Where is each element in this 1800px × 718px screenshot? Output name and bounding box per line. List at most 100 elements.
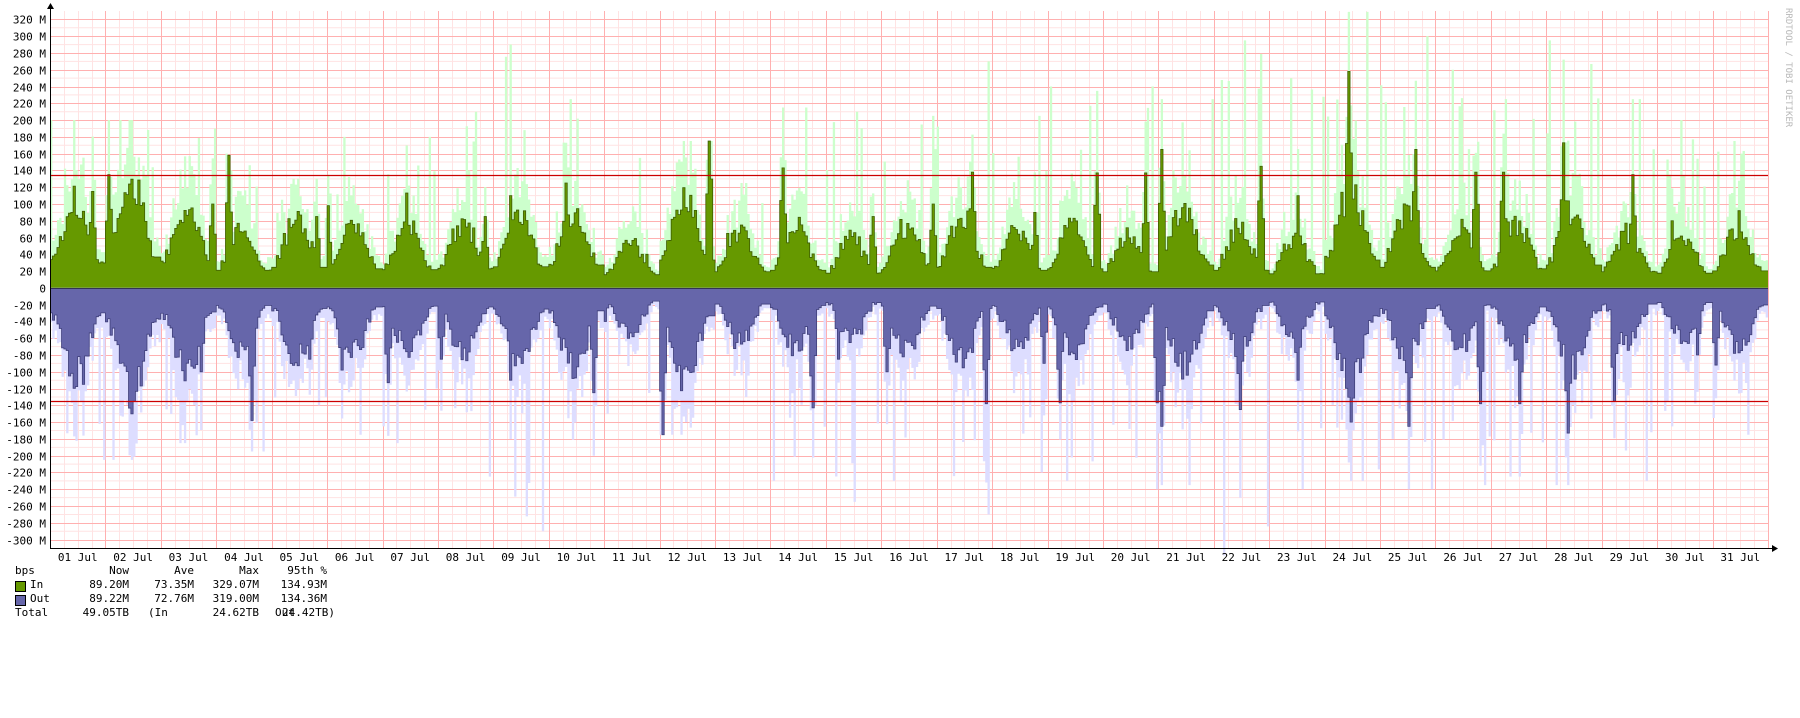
x-tick-label: 09 Jul <box>501 551 541 564</box>
legend-total-value: 49.05TB <box>82 606 129 619</box>
y-tick-label: -160 M <box>6 417 46 430</box>
traffic-areas <box>50 11 1768 556</box>
x-tick-label: 02 Jul <box>113 551 153 564</box>
x-tick-label: 25 Jul <box>1388 551 1428 564</box>
y-tick-label: 100 M <box>13 199 46 212</box>
y-tick-label: -180 M <box>6 434 46 447</box>
y-tick-label: -40 M <box>13 316 46 329</box>
x-tick-label: 20 Jul <box>1111 551 1151 564</box>
y-tick-label: 320 M <box>13 14 46 27</box>
legend-max-out: 319.00M <box>212 592 259 605</box>
legend-ave-out: 72.76M <box>154 592 194 605</box>
x-tick-label: 31 Jul <box>1720 551 1760 564</box>
y-tick-label: 160 M <box>13 149 46 162</box>
legend-header-row: bps Now Ave Max 95th % <box>15 564 327 578</box>
x-tick-label: 13 Jul <box>723 551 763 564</box>
y-axis-arrow <box>47 3 54 9</box>
x-tick-label: 18 Jul <box>1000 551 1040 564</box>
percentile-lines <box>50 174 1768 403</box>
series-in-avg-outline <box>50 71 1768 276</box>
y-tick-label: 240 M <box>13 82 46 95</box>
series-in-avg-area <box>50 71 1768 288</box>
legend-ave-in: 73.35M <box>154 578 194 591</box>
y-tick-label: -140 M <box>6 400 46 413</box>
x-tick-label: 06 Jul <box>335 551 375 564</box>
legend-total-out-label: Out <box>275 606 295 619</box>
y-tick-label: 220 M <box>13 98 46 111</box>
x-axis-arrow <box>1772 545 1778 552</box>
legend-header-95th: 95th % <box>287 564 327 577</box>
x-tick-label: 26 Jul <box>1443 551 1483 564</box>
x-tick-label: 05 Jul <box>280 551 320 564</box>
rrdtool-watermark: RRDTOOL / TOBI OETIKER <box>1783 8 1793 128</box>
legend-95th-out: 134.36M <box>280 592 327 605</box>
y-tick-label: -120 M <box>6 384 46 397</box>
y-tick-label: 40 M <box>20 249 47 262</box>
legend-total-in-value: 24.62TB <box>212 606 259 619</box>
traffic-chart: 320 M 300 M 280 M 260 M 240 M 220 M 200 M 180 M… <box>6 3 1793 564</box>
x-tick-label: 22 Jul <box>1222 551 1262 564</box>
y-tick-label: -100 M <box>6 367 46 380</box>
y-tick-label: 260 M <box>13 65 46 78</box>
legend: bps Now Ave Max 95th % In 89.20M 73.35M … <box>15 564 335 620</box>
x-tick-label: 14 Jul <box>778 551 818 564</box>
legend-header-max: Max <box>239 564 259 577</box>
x-tick-label: 11 Jul <box>612 551 652 564</box>
x-tick-label: 03 Jul <box>169 551 209 564</box>
x-tick-label: 19 Jul <box>1055 551 1095 564</box>
legend-now-in: 89.20M <box>89 578 129 591</box>
legend-95th-in: 134.93M <box>280 578 327 591</box>
legend-swatch-in <box>15 581 26 592</box>
x-tick-label: 04 Jul <box>224 551 264 564</box>
legend-name-in: In <box>30 578 44 591</box>
legend-total-row: Total 49.05TB (In 24.62TB Out 24.42TB) <box>15 606 335 620</box>
y-tick-label: 180 M <box>13 132 46 145</box>
y-tick-label: -220 M <box>6 467 46 480</box>
y-tick-label: -260 M <box>6 501 46 514</box>
y-tick-label: 280 M <box>13 48 46 61</box>
x-tick-label: 08 Jul <box>446 551 486 564</box>
legend-max-in: 329.07M <box>212 578 259 591</box>
y-tick-label: 80 M <box>20 216 47 229</box>
legend-now-out: 89.22M <box>89 592 129 605</box>
x-tick-label: 30 Jul <box>1665 551 1705 564</box>
legend-unit-label: bps <box>15 564 35 577</box>
y-tick-label: -240 M <box>6 484 46 497</box>
x-tick-label: 10 Jul <box>557 551 597 564</box>
legend-swatch-out <box>15 595 26 606</box>
y-tick-label: 140 M <box>13 165 46 178</box>
series-out-avg-outline <box>50 300 1768 436</box>
y-tick-label: -20 M <box>13 300 46 313</box>
y-tick-label: -200 M <box>6 451 46 464</box>
y-tick-label: -280 M <box>6 518 46 531</box>
legend-total-in-label: (In <box>148 606 168 619</box>
y-tick-label: 300 M <box>13 31 46 44</box>
y-tick-label: -80 M <box>13 350 46 363</box>
x-tick-label: 29 Jul <box>1610 551 1650 564</box>
x-tick-label: 01 Jul <box>58 551 98 564</box>
axes: 320 M 300 M 280 M 260 M 240 M 220 M 200 M 180 M… <box>6 3 1778 564</box>
x-tick-label: 15 Jul <box>834 551 874 564</box>
y-tick-label: 200 M <box>13 115 46 128</box>
x-tick-label: 12 Jul <box>667 551 707 564</box>
y-tick-label: 60 M <box>20 233 47 246</box>
x-tick-label: 07 Jul <box>390 551 430 564</box>
legend-total-label: Total <box>15 606 49 619</box>
y-tick-label: 120 M <box>13 182 46 195</box>
legend-header-now: Now <box>109 564 129 577</box>
x-tick-label: 28 Jul <box>1554 551 1594 564</box>
x-tick-label: 16 Jul <box>889 551 929 564</box>
x-tick-label: 23 Jul <box>1277 551 1317 564</box>
x-tick-label: 21 Jul <box>1166 551 1206 564</box>
legend-row-in: In 89.20M 73.35M 329.07M 134.93M <box>15 578 327 592</box>
x-tick-label: 24 Jul <box>1332 551 1372 564</box>
x-tick-label: 27 Jul <box>1499 551 1539 564</box>
legend-name-out: Out <box>30 592 50 605</box>
legend-total-out-value: 24.42TB) <box>282 606 335 619</box>
y-tick-label: 0 <box>39 283 46 296</box>
x-tick-label: 17 Jul <box>945 551 985 564</box>
y-tick-label: 20 M <box>20 266 47 279</box>
y-tick-label: -60 M <box>13 333 46 346</box>
y-tick-label: -300 M <box>6 535 46 548</box>
legend-row-out: Out 89.22M 72.76M 319.00M 134.36M <box>15 592 327 606</box>
